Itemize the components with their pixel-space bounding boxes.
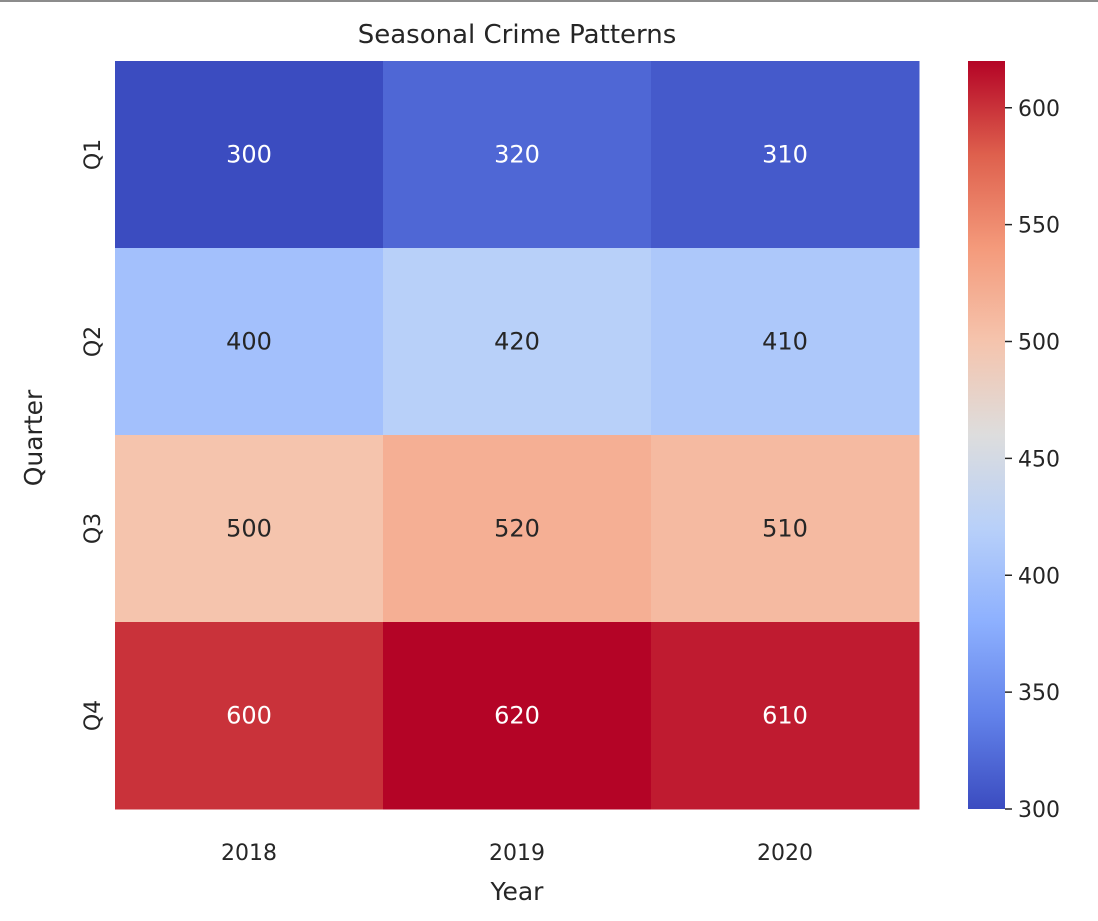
- x-axis-label: Year: [490, 877, 545, 906]
- colorbar-tick-label: 400: [1018, 564, 1060, 589]
- colorbar: 300 350 400 450 500 550 600: [968, 61, 1060, 823]
- cell-value-label: 500: [226, 515, 272, 543]
- cell-value-label: 620: [494, 702, 540, 730]
- colorbar-tick-label: 350: [1018, 681, 1060, 706]
- cell-value-label: 510: [762, 515, 808, 543]
- heatmap-cell: [651, 622, 920, 810]
- heatmap-cell: [651, 61, 920, 249]
- heatmap-cell: [115, 61, 384, 249]
- cell-value-label: 420: [494, 328, 540, 356]
- x-tick-label: 2020: [757, 841, 813, 866]
- top-border-line: [0, 0, 1098, 2]
- y-tick-label: Q4: [81, 700, 106, 731]
- colorbar-gradient: [968, 61, 1005, 809]
- heatmap-cells: 300 320 310 400 420 410 500 520 510 600 620 610: [115, 61, 920, 810]
- cell-value-label: 610: [762, 702, 808, 730]
- heatmap-cell: [115, 248, 384, 436]
- colorbar-tick-label: 500: [1018, 331, 1060, 356]
- colorbar-tick-label: 550: [1018, 214, 1060, 239]
- cell-value-label: 320: [494, 141, 540, 169]
- colorbar-tick-label: 300: [1018, 798, 1060, 823]
- colorbar-tick-label: 450: [1018, 447, 1060, 472]
- y-axis-label: Quarter: [19, 389, 48, 486]
- heatmap-cell: [115, 622, 384, 810]
- cell-value-label: 600: [226, 702, 272, 730]
- x-tick-label: 2019: [489, 841, 545, 866]
- cell-value-label: 520: [494, 515, 540, 543]
- heatmap-cell: [383, 61, 652, 249]
- heatmap-cell: [651, 248, 920, 436]
- x-tick-label: 2018: [221, 841, 277, 866]
- heatmap-cell: [383, 248, 652, 436]
- heatmap-cell: [383, 435, 652, 623]
- y-axis-ticks: Q1 Q2 Q3 Q4: [81, 139, 106, 731]
- cell-value-label: 300: [226, 141, 272, 169]
- y-tick-label: Q3: [81, 513, 106, 544]
- colorbar-tick-label: 600: [1018, 97, 1060, 122]
- x-axis-ticks: 2018 2019 2020: [221, 841, 813, 866]
- y-tick-label: Q2: [81, 326, 106, 357]
- cell-value-label: 410: [762, 328, 808, 356]
- cell-value-label: 400: [226, 328, 272, 356]
- cell-value-label: 310: [762, 141, 808, 169]
- heatmap-cell: [651, 435, 920, 623]
- chart-title: Seasonal Crime Patterns: [358, 20, 677, 50]
- heatmap-cell: [383, 622, 652, 810]
- heatmap-cell: [115, 435, 384, 623]
- y-tick-label: Q1: [81, 139, 106, 170]
